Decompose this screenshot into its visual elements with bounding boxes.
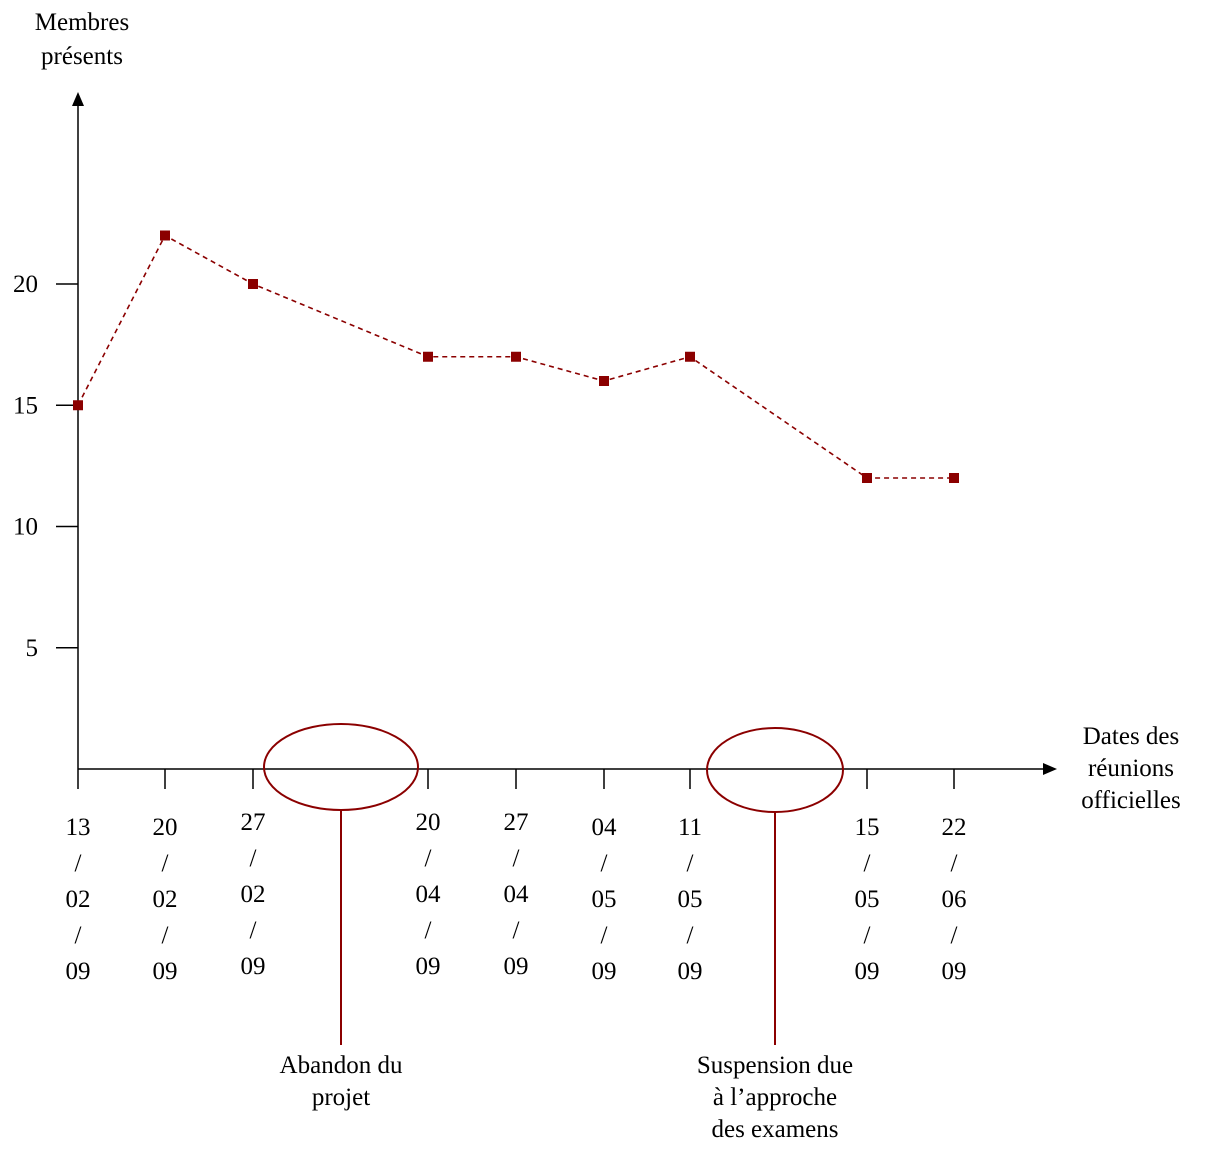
x-tick-label: /: [687, 922, 694, 949]
x-tick-label: 09: [153, 958, 178, 985]
x-tick-label: /: [951, 922, 958, 949]
x-tick-label: /: [864, 850, 871, 877]
y-tick-label: 20: [13, 271, 38, 298]
x-tick-label: 27: [504, 809, 529, 836]
x-tick-label: 06: [942, 886, 967, 913]
x-axis-title: réunions: [1088, 755, 1174, 782]
x-tick-label: 22: [942, 814, 967, 841]
data-point: [685, 351, 695, 362]
x-tick-label: /: [425, 845, 432, 872]
annotation-ellipse: [263, 723, 419, 811]
x-tick-label: 09: [416, 953, 441, 980]
x-tick-label: 09: [504, 953, 529, 980]
x-tick-label: 11: [678, 814, 702, 841]
data-point: [73, 400, 83, 411]
y-axis-title: présents: [41, 43, 123, 70]
x-tick-label: /: [601, 922, 608, 949]
x-tick-label: 04: [592, 814, 618, 841]
x-tick-label: 02: [153, 886, 178, 913]
annotation-label: Abandon du: [280, 1052, 403, 1079]
annotation-label: à l’approche: [713, 1084, 837, 1111]
data-point: [949, 473, 959, 483]
annotation-label: des examens: [711, 1116, 838, 1143]
data-point: [511, 351, 521, 362]
x-tick-label: /: [250, 845, 257, 872]
x-tick-label: 09: [592, 958, 617, 985]
x-tick-label: /: [75, 850, 82, 877]
x-tick-label: 13: [66, 814, 91, 841]
data-point: [248, 279, 258, 289]
data-point: [599, 376, 609, 386]
x-tick-label: /: [250, 917, 257, 944]
y-axis-arrow: [72, 92, 84, 106]
y-axis-title: Membres: [35, 9, 129, 36]
y-tick-label: 15: [13, 392, 38, 419]
x-tick-label: 04: [504, 881, 530, 908]
y-tick-label: 10: [13, 514, 38, 541]
x-tick-label: 02: [66, 886, 91, 913]
x-axis-arrow: [1043, 763, 1057, 775]
x-tick-label: 09: [678, 958, 703, 985]
x-tick-label: 05: [855, 886, 880, 913]
x-tick-label: 15: [855, 814, 880, 841]
x-tick-label: 05: [592, 886, 617, 913]
data-point: [862, 473, 872, 483]
annotation-label: projet: [312, 1084, 370, 1111]
y-tick-label: 5: [26, 635, 39, 662]
x-axis-title: officielles: [1081, 787, 1181, 814]
x-tick-label: 02: [241, 881, 266, 908]
x-tick-label: 09: [241, 953, 266, 980]
x-tick-label: /: [425, 917, 432, 944]
x-tick-label: /: [864, 922, 871, 949]
x-tick-label: 05: [678, 886, 703, 913]
x-tick-label: 04: [416, 881, 442, 908]
x-tick-label: 20: [153, 814, 178, 841]
x-tick-label: /: [687, 850, 694, 877]
x-axis-title: Dates des: [1083, 723, 1180, 750]
data-point: [160, 230, 170, 241]
x-tick-label: /: [75, 922, 82, 949]
x-tick-label: 20: [416, 809, 441, 836]
annotation-ellipse: [706, 727, 844, 813]
x-tick-label: /: [513, 917, 520, 944]
x-tick-label: /: [513, 845, 520, 872]
x-tick-label: 09: [942, 958, 967, 985]
x-tick-label: 09: [66, 958, 91, 985]
x-tick-label: /: [601, 850, 608, 877]
data-point: [423, 351, 433, 362]
x-tick-label: 27: [241, 809, 266, 836]
x-tick-label: /: [162, 850, 169, 877]
x-tick-label: /: [951, 850, 958, 877]
annotation-label: Suspension due: [697, 1052, 853, 1079]
x-tick-label: /: [162, 922, 169, 949]
x-tick-label: 09: [855, 958, 880, 985]
